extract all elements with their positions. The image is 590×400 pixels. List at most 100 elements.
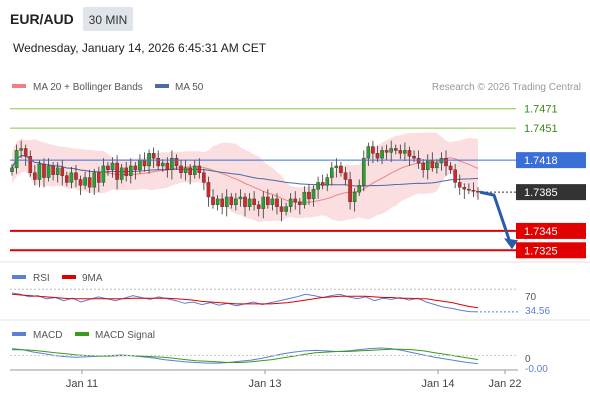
legend-9ma-label: 9MA [82, 273, 103, 284]
pivot-tag [516, 152, 586, 169]
candle-body [69, 172, 74, 183]
candle-body [435, 162, 439, 169]
candle-body [467, 189, 471, 191]
macd-last-value: -0.00 [525, 364, 548, 375]
candle-body [188, 167, 192, 175]
series-line-macd-signal [12, 348, 479, 363]
candle-body [106, 165, 110, 171]
candle-body [412, 156, 416, 159]
candle-body [197, 165, 202, 173]
forecast-arrow-head [504, 238, 518, 250]
legend-macd-label: MACD [33, 330, 62, 341]
support-tag [516, 242, 586, 259]
candle-body [14, 150, 19, 169]
candle-body [224, 196, 229, 207]
timeframe-badge-bg [83, 7, 133, 31]
candle-body [220, 198, 224, 207]
x-tick-label: Jan 14 [421, 378, 454, 390]
candle-body [430, 159, 435, 169]
candle-body [357, 185, 362, 193]
level-label-resistance: 1.7451 [524, 123, 558, 135]
legend-ma20-label: MA 20 + Bollinger Bands [33, 82, 143, 93]
candle-body [398, 150, 403, 154]
candle-body [28, 156, 33, 173]
candle-body [343, 172, 348, 180]
candle-body [348, 179, 352, 203]
candle-body [55, 167, 60, 175]
candle-body [311, 189, 316, 200]
forecast-arrow-shaft [479, 190, 512, 243]
candle-body [453, 169, 457, 183]
candle-body [407, 150, 412, 157]
candle-body [448, 165, 453, 171]
candle-body [330, 167, 334, 178]
credit-label: Research © 2026 Trading Central [432, 82, 581, 93]
candle-body [42, 163, 46, 178]
candle-body [229, 196, 234, 205]
legend-swatch-9ma [62, 275, 76, 279]
candle-body [389, 148, 393, 153]
candle-body [384, 150, 389, 153]
macd-tick-0: 0 [525, 354, 531, 365]
level-label-resistance: 1.7471 [524, 104, 558, 116]
price-pane [10, 132, 480, 223]
legend-rsi-label: RSI [33, 273, 50, 284]
series-line-rsi [11, 292, 479, 313]
candle-body [316, 182, 320, 190]
candle-body [51, 165, 55, 175]
datetime-label: Wednesday, January 14, 2026 6:45:31 AM C… [13, 41, 267, 55]
macd-pane [10, 347, 516, 365]
candle-body [471, 189, 476, 192]
candle-body [334, 165, 339, 169]
candle-body [124, 167, 129, 176]
candle-body [133, 165, 138, 171]
candle-body [170, 157, 174, 171]
series-line-9ma [11, 293, 479, 309]
support-tag [516, 222, 586, 239]
candle-body [192, 165, 197, 175]
candle-body [179, 165, 183, 173]
legend-swatch-macd [12, 332, 26, 336]
candle-body [110, 162, 115, 171]
level-label-pivot: 1.7418 [524, 155, 558, 167]
candle-body [252, 198, 256, 205]
rsi-last-value: 34.56 [525, 306, 550, 317]
x-tick-label: Jan 13 [248, 378, 281, 390]
x-tick-label: Jan 22 [488, 378, 521, 390]
candle-body [87, 177, 92, 188]
candle-body [380, 150, 384, 159]
candle-body [320, 182, 325, 186]
candle-body [393, 148, 398, 151]
rsi-tick-70: 70 [525, 292, 537, 303]
candle-body [375, 153, 380, 159]
candle-body [74, 172, 78, 180]
candle-body [234, 198, 238, 205]
timeframe-badge[interactable]: 30 MIN [89, 13, 128, 27]
candle-body [270, 198, 275, 205]
current-price-tag [516, 184, 586, 201]
candle-body [288, 198, 293, 207]
legend-ma50-label: MA 50 [175, 82, 204, 93]
candle-body [119, 167, 124, 180]
candle-body [138, 159, 142, 171]
x-tick-label: Jan 11 [66, 378, 98, 390]
candle-body [371, 146, 375, 154]
candle-body [307, 191, 311, 200]
candle-body [151, 153, 156, 159]
candle-body [266, 196, 270, 205]
candle-body [97, 172, 101, 183]
rsi-pane [10, 288, 520, 313]
candle-body [202, 172, 206, 183]
candle-body [325, 177, 330, 186]
candle-body [160, 162, 165, 167]
candle-body [128, 165, 133, 176]
candle-body [33, 172, 37, 180]
candle-body [23, 148, 28, 157]
candle-body [142, 159, 147, 167]
candle-body [284, 206, 288, 212]
bollinger-band [12, 132, 478, 223]
candle-body [444, 157, 448, 167]
candle-body [476, 190, 480, 193]
candle-body [165, 162, 170, 171]
candle-body [156, 157, 160, 167]
